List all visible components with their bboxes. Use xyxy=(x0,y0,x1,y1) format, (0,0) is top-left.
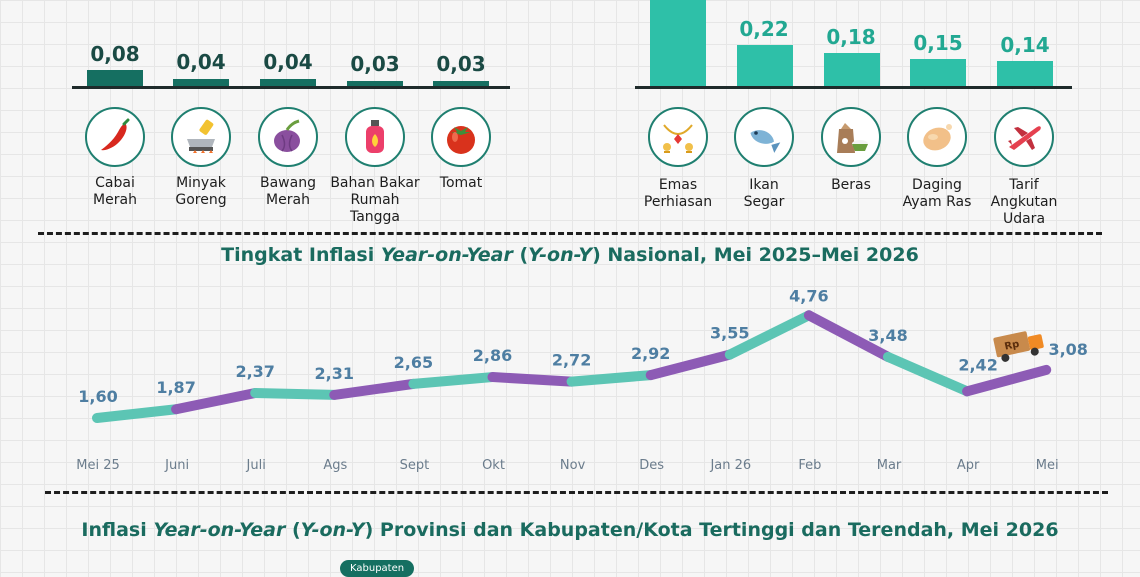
point-label: 2,42 xyxy=(958,355,997,374)
line-segment-2 xyxy=(250,387,340,400)
line-segment-8 xyxy=(724,310,814,360)
point-label: 2,65 xyxy=(394,353,433,372)
x-tick-label: Juli xyxy=(246,458,266,473)
bar-value-cabai: 0,08 xyxy=(90,42,140,66)
bar-emas xyxy=(650,0,706,87)
cooking-oil-icon xyxy=(171,107,231,167)
line-chart-title: Tingkat Inflasi Year-on-Year (Y-on-Y) Na… xyxy=(0,244,1140,266)
x-tick-label: Jan 26 xyxy=(709,458,751,473)
bar-cabai xyxy=(87,70,143,87)
bottom-title-mid: ( xyxy=(285,519,301,541)
airplane-icon xyxy=(994,107,1054,167)
line-segment-6 xyxy=(566,370,656,387)
bar-value-minyak: 0,04 xyxy=(176,50,226,74)
label-daging: Daging Ayam Ras xyxy=(902,177,972,210)
point-label: 2,72 xyxy=(552,351,591,370)
line-title-pre: Tingkat Inflasi xyxy=(221,244,381,266)
bar-value-bawang: 0,04 xyxy=(263,50,313,74)
bottom-title-pre: Inflasi xyxy=(81,519,154,541)
point-label: 2,37 xyxy=(235,362,274,381)
line-title-post: ) Nasional, Mei 2025–Mei 2026 xyxy=(592,244,919,266)
chicken-icon xyxy=(907,107,967,167)
tomato-icon xyxy=(431,107,491,167)
line-segment-0 xyxy=(92,404,182,423)
delivery-truck-icon: Rp xyxy=(993,331,1044,362)
point-label: 1,60 xyxy=(78,387,117,406)
x-tick-label: Des xyxy=(639,458,664,473)
bar-minyak xyxy=(173,79,229,87)
point-label: 2,31 xyxy=(315,364,354,383)
bar-value-tomat: 0,03 xyxy=(436,52,486,76)
line-segment-5 xyxy=(487,372,577,387)
x-tick-label: Mei xyxy=(1036,458,1059,473)
x-tick-label: Nov xyxy=(560,458,586,473)
line-title-it1: Year-on-Year xyxy=(380,244,513,266)
left-baseline xyxy=(72,86,510,89)
bottom-section-title: Inflasi Year-on-Year (Y-on-Y) Provinsi d… xyxy=(0,519,1140,541)
label-minyak: Minyak Goreng xyxy=(175,175,227,208)
point-label: 1,87 xyxy=(156,378,195,397)
line-segment-11 xyxy=(962,364,1052,397)
label-tarif: Tarif Angkutan Udara xyxy=(990,177,1058,227)
bar-tomat xyxy=(433,81,489,87)
line-segment-4 xyxy=(408,372,498,389)
divider-top xyxy=(38,232,1102,235)
point-label: 4,76 xyxy=(789,286,828,305)
label-cabai: Cabai Merah xyxy=(93,175,137,208)
x-tick-label: Sept xyxy=(400,458,430,473)
bar-value-ikan: 0,22 xyxy=(739,17,789,41)
bottom-title-post: ) Provinsi dan Kabupaten/Kota Tertinggi … xyxy=(364,519,1059,541)
label-bawang: Bawang Merah xyxy=(260,175,316,208)
point-label: 2,86 xyxy=(473,346,512,365)
right-baseline xyxy=(635,86,1072,89)
shallot-icon xyxy=(258,107,318,167)
x-tick-label: Mei 25 xyxy=(76,458,120,473)
label-ikan: Ikan Segar xyxy=(743,177,785,210)
x-tick-label: Feb xyxy=(798,458,821,473)
x-tick-label: Apr xyxy=(957,458,980,473)
inflation-line-chart: 1,60 Mei 25 1,87 Juni 2,37 Juli 2,31 Ags 2,65 Sep… xyxy=(76,286,1088,473)
point-label: 3,08 xyxy=(1048,340,1087,359)
kabupaten-chip: Kabupaten xyxy=(340,560,415,577)
bottom-title-it2: Y-on-Y xyxy=(300,519,365,541)
point-label: 3,48 xyxy=(868,326,907,345)
line-segment-3 xyxy=(329,378,419,400)
bar-value-beras: 0,18 xyxy=(826,25,876,49)
bar-value-daging: 0,15 xyxy=(913,31,963,55)
line-segment-7 xyxy=(645,349,735,381)
rice-icon xyxy=(821,107,881,167)
bar-value-bahan-bakar: 0,03 xyxy=(350,52,400,76)
bar-bahan-bakar xyxy=(347,81,403,87)
line-segment-1 xyxy=(171,387,261,415)
point-label: 2,92 xyxy=(631,344,670,363)
line-title-it2: Y-on-Y xyxy=(528,244,593,266)
x-tick-label: Mar xyxy=(877,458,902,473)
divider-bottom xyxy=(45,491,1108,494)
line-title-mid: ( xyxy=(512,244,529,266)
label-emas: Emas Perhiasan xyxy=(643,177,713,210)
x-tick-label: Juni xyxy=(164,458,189,473)
line-segment-9 xyxy=(803,310,893,362)
gas-cylinder-icon xyxy=(345,107,405,167)
bar-bawang xyxy=(260,79,316,87)
gold-jewelry-icon xyxy=(648,107,708,167)
fish-icon xyxy=(734,107,794,167)
bar-ikan xyxy=(737,45,793,87)
label-bahan-bakar: Bahan Bakar Rumah Tangga xyxy=(330,175,420,225)
label-tomat: Tomat xyxy=(439,175,483,191)
bar-value-tarif: 0,14 xyxy=(1000,33,1050,57)
bar-beras xyxy=(824,53,880,87)
x-tick-label: Okt xyxy=(482,458,505,473)
label-beras: Beras xyxy=(831,177,871,193)
line-segment-10 xyxy=(883,351,973,397)
truck-rp-text: Rp xyxy=(1004,339,1021,353)
bottom-title-it1: Year-on-Year xyxy=(153,519,286,541)
point-label: 3,55 xyxy=(710,324,749,343)
bar-tarif xyxy=(997,61,1053,87)
bar-daging xyxy=(910,59,966,87)
x-tick-label: Ags xyxy=(323,458,347,473)
chili-icon xyxy=(85,107,145,167)
